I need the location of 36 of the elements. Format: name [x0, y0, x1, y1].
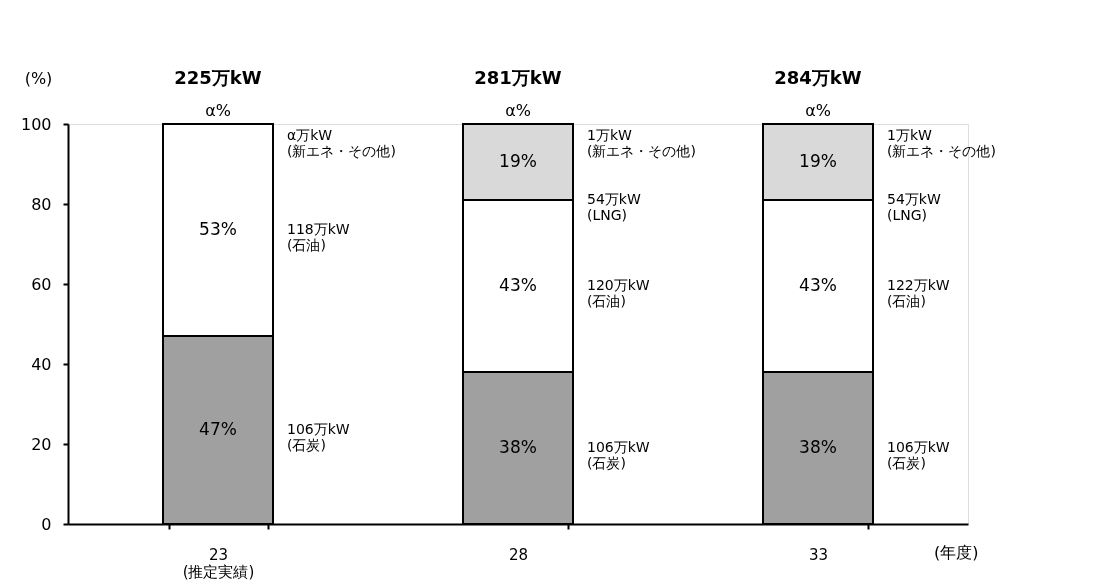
data-label: 38% — [799, 437, 837, 457]
data-label: 53% — [199, 219, 237, 239]
data-label: 47% — [199, 419, 237, 439]
annotation: 122万kW (石油) — [887, 277, 950, 309]
y-tick-label: 0 — [41, 514, 52, 534]
annotation: 106万kW (石炭) — [887, 439, 950, 471]
data-label: 43% — [499, 275, 537, 295]
data-label: 38% — [499, 437, 537, 457]
y-tick-label: 60 — [31, 274, 52, 294]
y-tick-label: 40 — [31, 354, 52, 374]
annotation: 54万kW (LNG) — [587, 191, 641, 223]
text: α% — [805, 101, 831, 120]
text: 225万kW — [174, 67, 262, 88]
annotation: 1万kW (新エネ・その他) — [887, 127, 996, 159]
annotation: 106万kW (石炭) — [587, 439, 650, 471]
annotation: 54万kW (LNG) — [887, 191, 941, 223]
text: 281万kW — [474, 67, 562, 88]
text: 284万kW — [774, 67, 862, 88]
text: α% — [205, 101, 231, 120]
y-tick-label: 20 — [31, 434, 52, 454]
annotation: 1万kW (新エネ・その他) — [587, 127, 696, 159]
annotation: 106万kW (石炭) — [287, 421, 350, 453]
x-axis-title: (年度) — [934, 542, 979, 562]
y-tick-label: 80 — [31, 194, 52, 214]
data-label: 19% — [799, 151, 837, 171]
x-tick-label: 28 — [508, 545, 529, 564]
text: α% — [505, 101, 531, 120]
annotation: 118万kW (石油) — [287, 221, 350, 253]
x-tick-label: 33 — [808, 545, 829, 564]
x-tick-label: 23 (推定実績) — [182, 545, 255, 581]
y-axis-title: (%) — [24, 68, 53, 88]
data-label: 43% — [799, 275, 837, 295]
data-label: 19% — [499, 151, 537, 171]
y-tick-label: 100 — [20, 114, 52, 134]
annotation: 120万kW (石油) — [587, 277, 650, 309]
annotation: α万kW (新エネ・その他) — [287, 127, 396, 159]
